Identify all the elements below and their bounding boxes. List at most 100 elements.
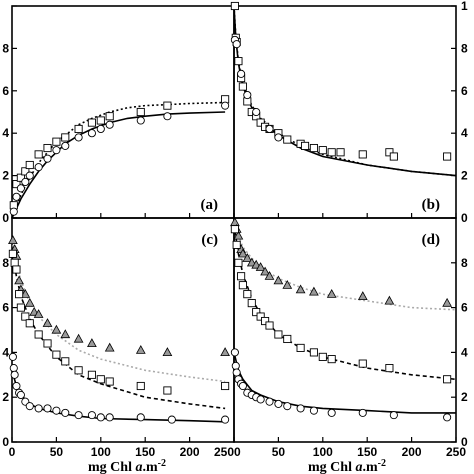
data-point-square xyxy=(237,272,246,281)
y-tick-label: 2 xyxy=(2,390,9,404)
data-point-circle xyxy=(237,69,246,78)
x-tick-label: 150 xyxy=(357,445,377,459)
data-point-square xyxy=(336,148,345,157)
data-point-square xyxy=(318,146,327,155)
data-point-circle xyxy=(230,348,239,357)
data-point-triangle xyxy=(273,275,284,285)
data-point-square xyxy=(256,118,265,127)
data-point-circle xyxy=(274,399,283,408)
y-tick-label: 4 xyxy=(2,345,9,359)
y-tick-label: 4 xyxy=(461,126,468,140)
data-point-square xyxy=(221,381,230,391)
x-tick-label: 0 xyxy=(234,445,241,459)
data-point-square xyxy=(385,364,394,373)
data-point-square xyxy=(230,1,239,11)
y-tick-label: 2 xyxy=(2,169,9,183)
data-point-circle xyxy=(52,406,61,415)
data-point-triangle xyxy=(60,329,71,339)
y-tick-label: 6 xyxy=(2,84,9,98)
data-point-square xyxy=(443,375,452,384)
fit-curve-dotted xyxy=(233,222,457,311)
data-point-square xyxy=(318,352,327,361)
data-point-square xyxy=(96,375,105,384)
data-point-triangle xyxy=(87,338,97,348)
data-point-square xyxy=(21,167,30,176)
y-tick-label: 2 xyxy=(461,390,468,404)
data-point-square xyxy=(243,290,252,299)
data-point-square xyxy=(25,160,34,170)
data-point-square xyxy=(87,118,96,127)
y-tick-label: 8 xyxy=(461,256,468,270)
data-point-circle xyxy=(309,406,318,415)
data-point-circle xyxy=(265,124,274,134)
data-point-circle xyxy=(61,408,70,417)
fit-curve-dotted xyxy=(11,240,226,383)
data-point-square xyxy=(52,137,61,146)
data-point-square xyxy=(163,386,172,395)
fit-curve-dotted xyxy=(233,5,457,177)
y-tick-label: 2 xyxy=(461,169,468,183)
x-tick-label: 200 xyxy=(180,445,200,459)
y-tick-label: 4 xyxy=(2,126,9,140)
data-point-square xyxy=(274,330,283,339)
data-point-triangle xyxy=(442,297,452,307)
panel-label: (a) xyxy=(201,197,219,213)
data-point-triangle xyxy=(20,288,31,298)
data-point-square xyxy=(358,359,367,368)
data-point-circle xyxy=(232,40,241,49)
data-point-circle xyxy=(252,107,261,117)
data-point-triangle xyxy=(230,217,240,227)
data-point-square xyxy=(96,116,105,125)
panel-label: (b) xyxy=(422,197,440,213)
data-point-circle xyxy=(443,413,452,422)
data-point-circle xyxy=(74,411,83,420)
data-point-square xyxy=(87,370,96,379)
data-point-square xyxy=(52,350,61,359)
data-point-circle xyxy=(12,381,21,391)
x-tick-label: 50 xyxy=(50,445,64,459)
x-tick-label: 250 xyxy=(446,445,466,459)
data-point-triangle xyxy=(33,309,44,318)
data-point-circle xyxy=(105,120,114,129)
data-point-triangle xyxy=(295,284,306,294)
data-point-circle xyxy=(136,413,145,422)
data-point-square xyxy=(16,303,25,312)
fit-curve-dotted xyxy=(11,101,226,219)
data-point-triangle xyxy=(73,333,84,343)
data-point-square xyxy=(256,312,265,321)
data-point-square xyxy=(43,143,52,153)
data-point-triangle xyxy=(260,266,270,276)
y-tick-label: 8 xyxy=(2,256,9,270)
data-point-circle xyxy=(96,124,105,134)
data-point-square xyxy=(309,348,318,357)
data-point-square xyxy=(327,148,336,157)
data-point-triangle xyxy=(238,248,248,258)
data-point-circle xyxy=(9,207,18,216)
x-axis-title-left: mg Chl a.m-2 xyxy=(88,458,166,474)
data-point-square xyxy=(265,321,274,330)
data-point-square xyxy=(283,334,292,344)
data-point-circle xyxy=(87,411,96,420)
fit-curve-solid xyxy=(11,111,226,219)
data-point-circle xyxy=(274,133,283,142)
plot-frame xyxy=(233,217,457,443)
data-point-circle xyxy=(296,404,305,413)
data-point-circle xyxy=(221,415,230,424)
data-point-square xyxy=(283,135,292,144)
data-point-triangle xyxy=(104,342,115,352)
panel-b: 0 2 4 6 8 1 (b) xyxy=(230,0,468,225)
data-point-square xyxy=(385,148,394,157)
data-point-circle xyxy=(221,101,230,110)
data-point-circle xyxy=(231,361,240,370)
data-point-circle xyxy=(21,177,30,187)
data-point-square xyxy=(25,319,34,328)
data-point-square xyxy=(21,312,30,321)
data-point-circle xyxy=(43,404,52,413)
data-point-triangle xyxy=(42,318,53,327)
data-point-circle xyxy=(61,141,70,150)
plot-frame xyxy=(233,5,457,219)
data-point-circle xyxy=(8,352,17,361)
data-point-square xyxy=(443,152,452,161)
data-point-triangle xyxy=(162,347,173,357)
